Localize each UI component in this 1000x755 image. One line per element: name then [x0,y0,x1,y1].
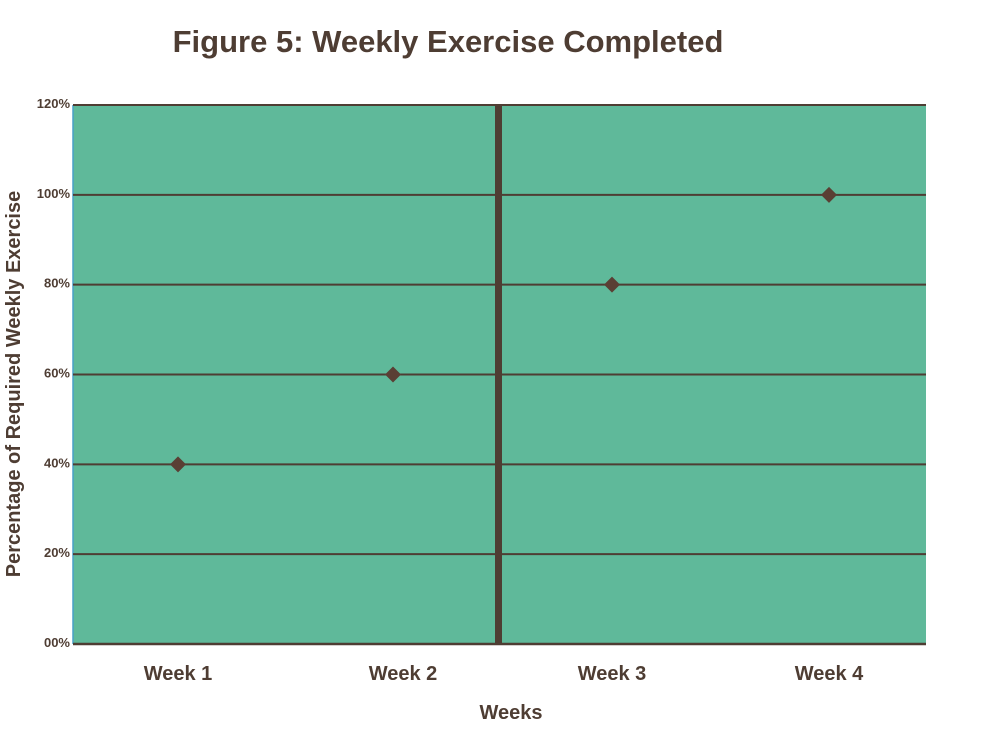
data-point [821,186,837,203]
x-tick-label: Week 1 [144,663,213,685]
y-tick-label: 00% [44,635,70,650]
x-axis-ticks: Week 1 Week 2 Week 3 Week 4 [144,663,864,685]
y-tick-label: 20% [44,545,70,560]
data-point [385,366,401,383]
x-tick-label: Week 2 [369,663,438,685]
y-tick-label: 100% [37,186,71,201]
y-tick-label: 40% [44,455,70,470]
data-points [170,186,837,473]
y-tick-label: 60% [44,366,70,381]
data-point [604,276,620,293]
x-tick-label: Week 3 [578,663,647,685]
y-axis-title: Percentage of Required Weekly Exercise [3,191,25,577]
x-tick-label: Week 4 [795,663,864,685]
x-axis-title: Weeks [479,702,542,724]
data-point [170,456,186,473]
chart-title: Figure 5: Weekly Exercise Completed [173,24,724,59]
y-tick-label: 80% [44,276,70,291]
y-tick-label: 120% [37,96,71,111]
y-axis-ticks: 00% 20% 40% 60% 80% 100% 120% [37,96,71,650]
